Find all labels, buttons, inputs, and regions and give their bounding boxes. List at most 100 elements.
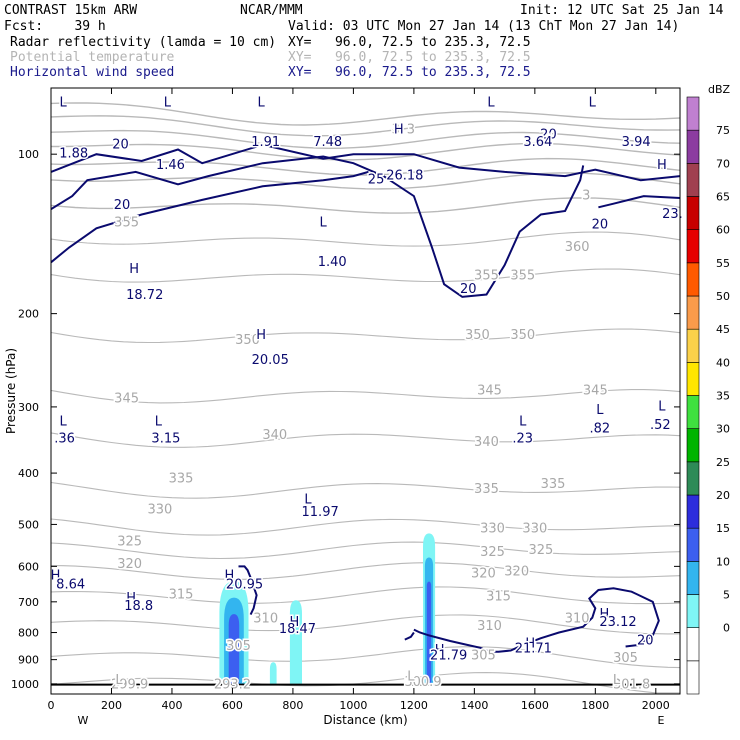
wind-extremum-label: H: [394, 122, 404, 137]
theta-contour-label: 345: [477, 384, 502, 399]
theta-contour-line: [51, 102, 680, 126]
wind-extremum-label: H: [51, 568, 61, 583]
colorbar-swatch: [686, 594, 700, 628]
theta-contour-label: 293.2: [214, 678, 251, 693]
theta-contour-line: [51, 328, 680, 344]
wind-speed-contours: [51, 143, 680, 653]
y-tick-label: 600: [18, 560, 39, 573]
x-tick-label: 1200: [400, 699, 428, 712]
theta-contour-label: 350: [465, 328, 490, 343]
colorbar-tick-label: 20: [716, 489, 730, 502]
theta-contour-label: 360: [565, 240, 590, 255]
colorbar-tick-label: 10: [716, 555, 730, 568]
x-tick-label: 800: [282, 699, 303, 712]
theta-contour-label: 340: [474, 435, 499, 450]
colorbar-swatch: [686, 96, 700, 131]
theta-contour-label: 305: [226, 639, 251, 654]
wind-value-label: .36: [54, 432, 75, 447]
wind-extremum-label: L: [164, 95, 172, 110]
wind-speed-contour-line: [238, 565, 258, 616]
init-time: Init: 12 UTC Sat 25 Jan 14: [520, 3, 724, 18]
colorbar-swatch: [686, 295, 700, 330]
wind-extremum-label: L: [658, 399, 666, 414]
x-tick-label: 1400: [460, 699, 488, 712]
field-name-theta: Potential temperature: [10, 50, 175, 65]
wind-extremum-label: L: [589, 95, 597, 110]
colorbar-tick-label: 5: [723, 589, 730, 602]
wind-extremum-label: H: [600, 607, 610, 622]
y-tick-label: 400: [18, 467, 39, 480]
theta-contour-label: 320: [471, 566, 496, 581]
wind-extremum-label: L: [155, 414, 163, 429]
reflectivity-field: [219, 533, 436, 684]
theta-contour-line: [51, 432, 680, 448]
theta-contour-label: 335: [474, 482, 499, 497]
wind-value-label: 23.12: [599, 615, 636, 630]
reflectivity-cell: [289, 600, 302, 684]
colorbar-tick-label: 0: [723, 622, 730, 635]
wind-value-label: 26.18: [386, 169, 423, 184]
theta-contour-label: 335: [169, 471, 194, 486]
colorbar-unit: dBZ: [708, 83, 731, 96]
wind-value-label: 18.72: [126, 288, 163, 303]
wind-contour-label: 20: [460, 282, 477, 297]
wind-extremum-label: H: [290, 615, 300, 630]
wind-extremum-label: H: [256, 328, 266, 343]
colorbar-swatch: [686, 362, 700, 396]
wind-extremum-label: L: [320, 216, 328, 231]
theta-contour-label: 355: [114, 216, 139, 231]
theta-contour-line: [51, 197, 680, 214]
wind-extremum-label: H: [435, 643, 445, 658]
wind-value-label: 1.40: [318, 255, 347, 270]
x-tick-label: 1600: [521, 699, 549, 712]
wind-extremum-label: L: [258, 95, 266, 110]
theta-contour-label: 320: [504, 565, 529, 580]
theta-extremum-label: L: [613, 673, 621, 688]
theta-contour-label: 315: [169, 588, 194, 603]
wind-value-label: 20.95: [226, 577, 263, 592]
theta-contour-label: 3: [407, 122, 415, 137]
colorbar-swatch: [686, 328, 700, 363]
wind-speed-contour-line: [413, 587, 660, 653]
wind-extremum-label: L: [519, 414, 527, 429]
theta-contour-label: 305: [471, 648, 496, 663]
y-tick-label: 800: [18, 627, 39, 640]
field-xy-wind: XY= 96.0, 72.5 to 235.3, 72.5: [288, 65, 531, 80]
theta-contour-label: 301.8: [613, 678, 650, 693]
colorbar-tick-label: 70: [716, 157, 730, 170]
wind-value-label: 8.64: [56, 577, 85, 592]
x-tick-label: 400: [161, 699, 182, 712]
theta-contour-line: [51, 129, 680, 150]
y-tick-label: 300: [18, 401, 39, 414]
wind-value-label: 1.88: [59, 147, 88, 162]
wind-contour-label: 20: [592, 217, 609, 232]
wind-speed-contour-line: [51, 143, 680, 182]
theta-extremum-label: L: [407, 669, 415, 684]
wind-speed-contour-line: [51, 170, 369, 264]
colorbar-tick-label: 25: [716, 456, 730, 469]
wind-value-label: 3.64: [523, 135, 552, 150]
wind-extremum-label: H: [129, 262, 139, 277]
colorbar-tick-label: 65: [716, 191, 730, 204]
wind-speed-contour-line: [598, 195, 680, 209]
west-label: W: [78, 714, 89, 727]
theta-contour-label: 310: [565, 612, 590, 627]
wind-value-label: 1.91: [251, 135, 280, 150]
theta-contour-line: [51, 518, 680, 536]
theta-contour-line: [51, 157, 680, 176]
wind-extremum-label: L: [59, 95, 67, 110]
colorbar-tick-label: 45: [716, 323, 730, 336]
theta-contour-line: [51, 115, 680, 137]
theta-contour-label: 325: [480, 545, 505, 560]
wind-extremum-label: H: [657, 158, 667, 173]
wind-contour-label: 20: [112, 137, 129, 152]
valid-time: Valid: 03 UTC Mon 27 Jan 14 (13 ChT Mon …: [288, 19, 680, 34]
theta-contour-line: [51, 268, 680, 283]
y-tick-label: 500: [18, 518, 39, 531]
field-xy-theta: XY= 96.0, 72.5 to 235.3, 72.5: [288, 50, 531, 65]
colorbar-swatch: [686, 428, 700, 463]
wind-contour-label: 25: [368, 173, 385, 188]
theta-contour-label: 320: [117, 557, 142, 572]
theta-contour-line: [51, 586, 680, 605]
